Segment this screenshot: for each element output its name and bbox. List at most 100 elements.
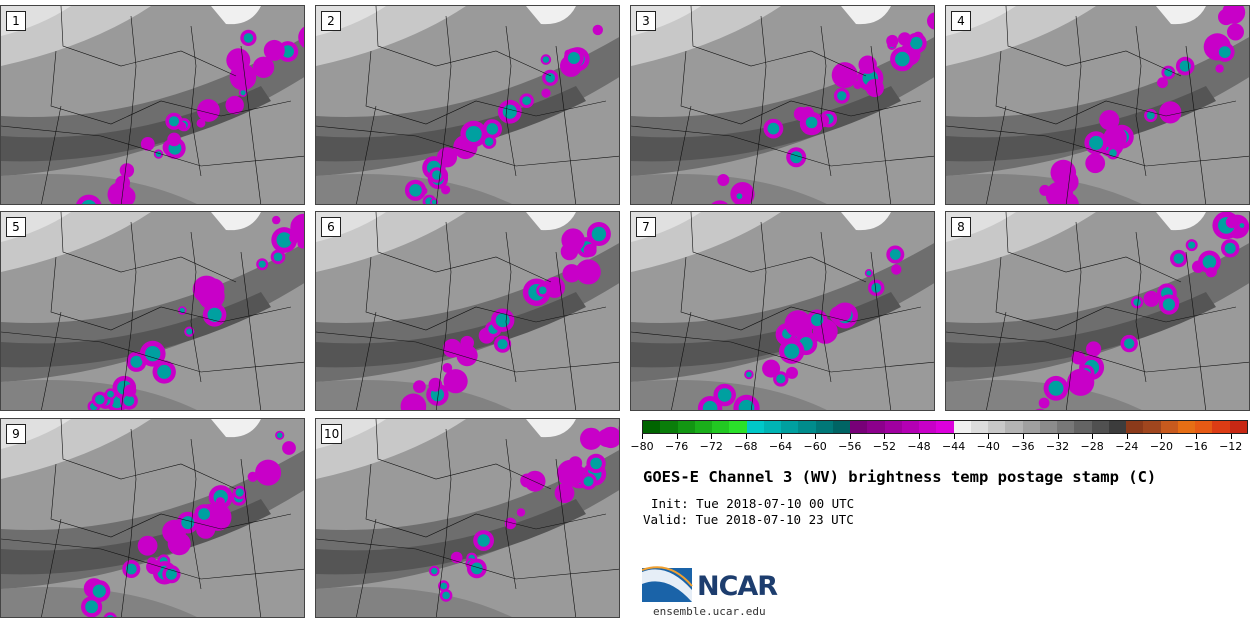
colorbar-swatch	[729, 421, 747, 433]
colorbar-swatch	[1108, 421, 1126, 433]
colorbar-tick-label: −48	[907, 440, 931, 453]
colorbar-swatch	[677, 421, 695, 433]
colorbar-swatch	[832, 421, 850, 433]
map-panel: 2	[315, 5, 620, 205]
colorbar-tick	[815, 434, 817, 439]
colorbar-tick-label: −64	[768, 440, 793, 453]
colorbar-swatch	[1039, 421, 1057, 433]
ncar-logo-text: NCAR	[697, 571, 778, 602]
panel-number: 3	[636, 11, 656, 31]
panel-number: 9	[6, 424, 26, 444]
panel-number: 5	[6, 217, 26, 237]
panel-number: 6	[321, 217, 341, 237]
colorbar-swatch	[1195, 421, 1213, 433]
colorbar-swatch	[781, 421, 799, 433]
colorbar-tick-label: −32	[1045, 440, 1070, 453]
panel-number: 7	[636, 217, 656, 237]
colorbar-swatch	[850, 421, 868, 433]
colorbar-ticks: −80 −76 −72 −68 −64 −60 −56 −52 −48 −44 −40 −36 −32−…	[630, 434, 1248, 458]
water-vapor-map	[946, 212, 1249, 410]
colorbar-tick	[642, 434, 643, 439]
colorbar-tick	[1022, 434, 1024, 439]
colorbar-tick	[1092, 434, 1094, 439]
colorbar-tick-label: −28	[1080, 440, 1104, 453]
panel-number: 1	[6, 11, 26, 31]
colorbar-tick-label: −16	[1184, 440, 1208, 453]
colorbar-swatch	[1143, 421, 1161, 433]
colorbar-tick-label: −20	[1149, 440, 1174, 453]
colorbar-tick-label: −60	[803, 440, 827, 453]
colorbar-tick	[988, 434, 990, 439]
colorbar-tick	[711, 434, 713, 439]
valid-time: Valid: Tue 2018-07-10 23 UTC	[643, 512, 854, 527]
water-vapor-map	[631, 6, 934, 204]
colorbar-tick	[849, 434, 851, 439]
water-vapor-map	[1, 212, 304, 410]
colorbar-swatch	[953, 421, 971, 433]
colorbar-swatch	[643, 421, 661, 433]
colorbar-tick-label: −44	[942, 440, 966, 453]
panel-number: 2	[321, 11, 341, 31]
water-vapor-map	[1, 419, 304, 617]
colorbar-swatch	[798, 421, 816, 433]
colorbar-tick-label: −80	[630, 440, 654, 453]
colorbar-swatch	[919, 421, 937, 433]
water-vapor-map	[1, 6, 304, 204]
colorbar-swatch	[1005, 421, 1023, 433]
colorbar-tick-label: −52	[872, 440, 896, 453]
colorbar-swatch	[712, 421, 730, 433]
water-vapor-map	[631, 212, 934, 410]
colorbar-swatch	[884, 421, 902, 433]
colorbar-tick-label: −24	[1115, 440, 1139, 453]
site-url: ensemble.ucar.edu	[653, 605, 766, 618]
colorbar-swatch	[746, 421, 764, 433]
colorbar-tick-label: −72	[699, 440, 723, 453]
map-panel: 1	[0, 5, 305, 205]
colorbar-swatch	[815, 421, 833, 433]
colorbar-tick	[1196, 434, 1198, 439]
colorbar-tick	[953, 434, 955, 439]
colorbar-tick	[780, 434, 782, 439]
colorbar-tick	[1057, 434, 1059, 439]
colorbar-swatch	[1074, 421, 1092, 433]
colorbar-tick-label: −68	[734, 440, 758, 453]
panel-number: 4	[951, 11, 971, 31]
panel-number: 10	[321, 424, 343, 444]
colorbar-tick-label: −12	[1219, 440, 1243, 453]
colorbar-swatch	[660, 421, 678, 433]
colorbar-tick-label: −56	[838, 440, 862, 453]
map-panel: 5	[0, 211, 305, 411]
colorbar-swatch	[970, 421, 988, 433]
colorbar-swatch	[1177, 421, 1195, 433]
colorbar-tick-label: −36	[1011, 440, 1035, 453]
colorbar	[642, 420, 1248, 434]
colorbar-swatch	[988, 421, 1006, 433]
map-panel: 8	[945, 211, 1250, 411]
colorbar-swatch	[1229, 421, 1247, 433]
colorbar-tick	[884, 434, 886, 439]
colorbar-swatch	[694, 421, 712, 433]
colorbar-tick	[745, 434, 747, 439]
ncar-logo-icon	[642, 566, 693, 602]
map-panel: 10	[315, 418, 620, 618]
colorbar-tick	[1126, 434, 1128, 439]
water-vapor-map	[946, 6, 1249, 204]
colorbar-tick	[676, 434, 678, 439]
colorbar-tick	[1230, 434, 1232, 439]
colorbar-tick-label: −76	[665, 440, 689, 453]
colorbar-swatch	[763, 421, 781, 433]
colorbar-swatch	[1057, 421, 1075, 433]
map-panel: 9	[0, 418, 305, 618]
colorbar-swatch	[1126, 421, 1144, 433]
water-vapor-map	[316, 419, 619, 617]
map-panel: 4	[945, 5, 1250, 205]
colorbar-swatch	[1212, 421, 1230, 433]
colorbar-swatch	[1160, 421, 1178, 433]
colorbar-tick	[919, 434, 921, 439]
colorbar-tick	[1161, 434, 1163, 439]
figure-title: GOES-E Channel 3 (WV) brightness temp po…	[643, 468, 1157, 486]
colorbar-swatch	[1022, 421, 1040, 433]
water-vapor-map	[316, 212, 619, 410]
colorbar-swatch	[1091, 421, 1109, 433]
colorbar-swatch	[901, 421, 919, 433]
